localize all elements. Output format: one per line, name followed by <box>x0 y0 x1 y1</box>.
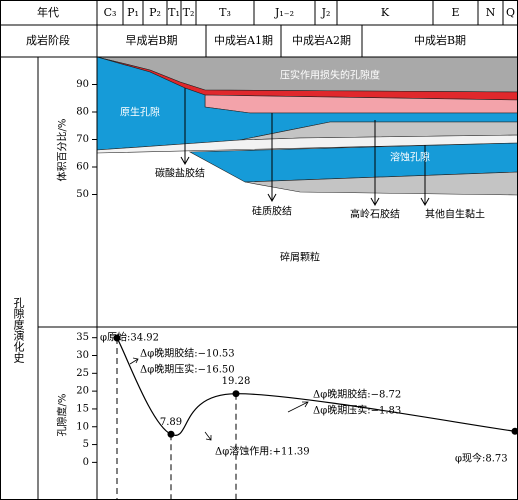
period-label: E <box>451 6 459 19</box>
period-label: C₃ <box>104 6 117 19</box>
period-label: T₂ <box>183 6 195 19</box>
arrow <box>204 431 212 441</box>
y-axis-label: 体积百分比/% <box>57 119 69 182</box>
y-tick-label: 0 <box>83 457 89 468</box>
period-label: T₃ <box>219 6 231 19</box>
annotation-arrows <box>129 357 309 441</box>
y-tick-label: 90 <box>76 79 89 90</box>
point <box>167 430 175 438</box>
period-label: K <box>381 6 390 19</box>
process-label: 高岭石胶结 <box>350 208 400 221</box>
point <box>113 334 121 342</box>
y-tick-label: 10 <box>76 421 89 432</box>
region-label: 压实作用损失的孔隙度 <box>280 69 380 82</box>
region-label: 碎屑颗粒 <box>280 251 320 264</box>
stage-label: 中成岩A2期 <box>292 33 351 47</box>
arrow <box>267 113 277 203</box>
arrow <box>180 88 190 166</box>
region-label: 原生孔隙 <box>120 106 160 119</box>
y-tick-label: 25 <box>76 368 89 379</box>
period-label: P₁ <box>127 6 139 19</box>
stage-label: 中成岩B期 <box>414 33 466 47</box>
arrow <box>420 145 430 207</box>
data-label: 7.89 <box>160 417 182 428</box>
period-label: Q <box>506 6 515 19</box>
side-label: 孔隙度演化史 <box>12 297 25 364</box>
y-tick-label: 35 <box>76 332 89 343</box>
y-tick-label: 5 <box>83 439 89 450</box>
y-tick-label: 15 <box>76 403 89 414</box>
period-label: P₂ <box>149 6 161 19</box>
period-label: J₂ <box>321 6 331 19</box>
annotation: Δφ晚期胶结:−8.72 <box>313 388 401 401</box>
process-label: 碳酸盐胶结 <box>155 167 205 180</box>
process-label: 硅质胶结 <box>252 205 292 218</box>
data-label: 19.28 <box>222 376 251 387</box>
point <box>511 427 518 435</box>
stage-label: 成岩阶段 <box>26 33 70 47</box>
point <box>232 390 240 398</box>
period-label: T₁ <box>168 6 180 19</box>
y-tick-label: 20 <box>76 386 89 397</box>
stage-label: 早成岩B期 <box>125 33 177 47</box>
arrow <box>129 357 139 365</box>
annotation: Δφ溶蚀作用:+11.39 <box>215 445 310 458</box>
porosity-line <box>116 337 516 437</box>
region <box>244 171 518 196</box>
y-tick-label: 80 <box>76 107 89 118</box>
process-label: 其他自生黏土 <box>425 208 485 221</box>
y-axis-label: 孔隙度/% <box>56 394 69 437</box>
era-label: 年代 <box>37 5 59 19</box>
arrow <box>370 120 380 207</box>
period-label: J₁₋₂ <box>274 6 294 19</box>
y-tick-label: 30 <box>76 350 89 361</box>
process-arrows <box>180 88 430 207</box>
annotation: Δφ晚期胶结:−10.53 <box>140 347 235 360</box>
stage-label: 中成岩A1期 <box>214 33 273 47</box>
y-tick-label: 60 <box>76 162 89 173</box>
annotation: Δφ晚期压实:−1.83 <box>313 404 401 417</box>
annotation: φ原始:34.92 <box>100 331 159 344</box>
arrow <box>287 401 309 413</box>
annotation: φ现今:8.73 <box>455 452 508 465</box>
annotation: Δφ晚期压实:−16.50 <box>140 363 235 376</box>
y-tick-label: 50 <box>76 189 89 200</box>
y-tick-label: 70 <box>76 134 89 145</box>
period-label: N <box>486 6 496 19</box>
region-label: 溶蚀孔隙 <box>390 151 430 164</box>
